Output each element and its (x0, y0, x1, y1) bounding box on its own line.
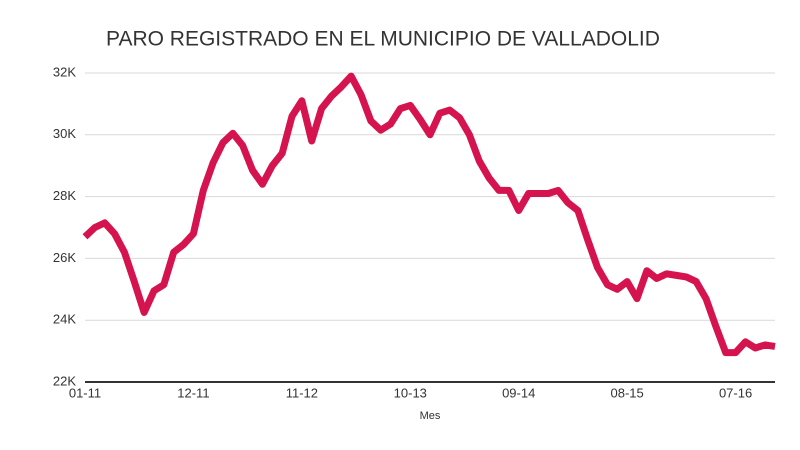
x-tick-label: 09-14 (502, 385, 535, 400)
y-tick-label: 28K (53, 188, 76, 203)
y-tick-label: 26K (53, 250, 76, 265)
y-tick-label: 32K (53, 64, 76, 79)
x-tick-label: 08-15 (611, 385, 644, 400)
x-tick-label: 07-16 (719, 385, 752, 400)
x-tick-label: 12-11 (177, 385, 209, 400)
x-axis-label: Mes (420, 410, 441, 422)
chart-title: PARO REGISTRADO EN EL MUNICIPIO DE VALLA… (106, 28, 660, 51)
y-tick-label: 24K (53, 312, 76, 327)
y-tick-label: 22K (53, 373, 76, 388)
x-tick-label: 10-13 (394, 385, 427, 400)
x-tick-label: 11-12 (286, 385, 318, 400)
line-series (82, 72, 776, 357)
y-tick-label: 30K (53, 126, 76, 141)
x-tick-label: 01-11 (69, 385, 101, 400)
